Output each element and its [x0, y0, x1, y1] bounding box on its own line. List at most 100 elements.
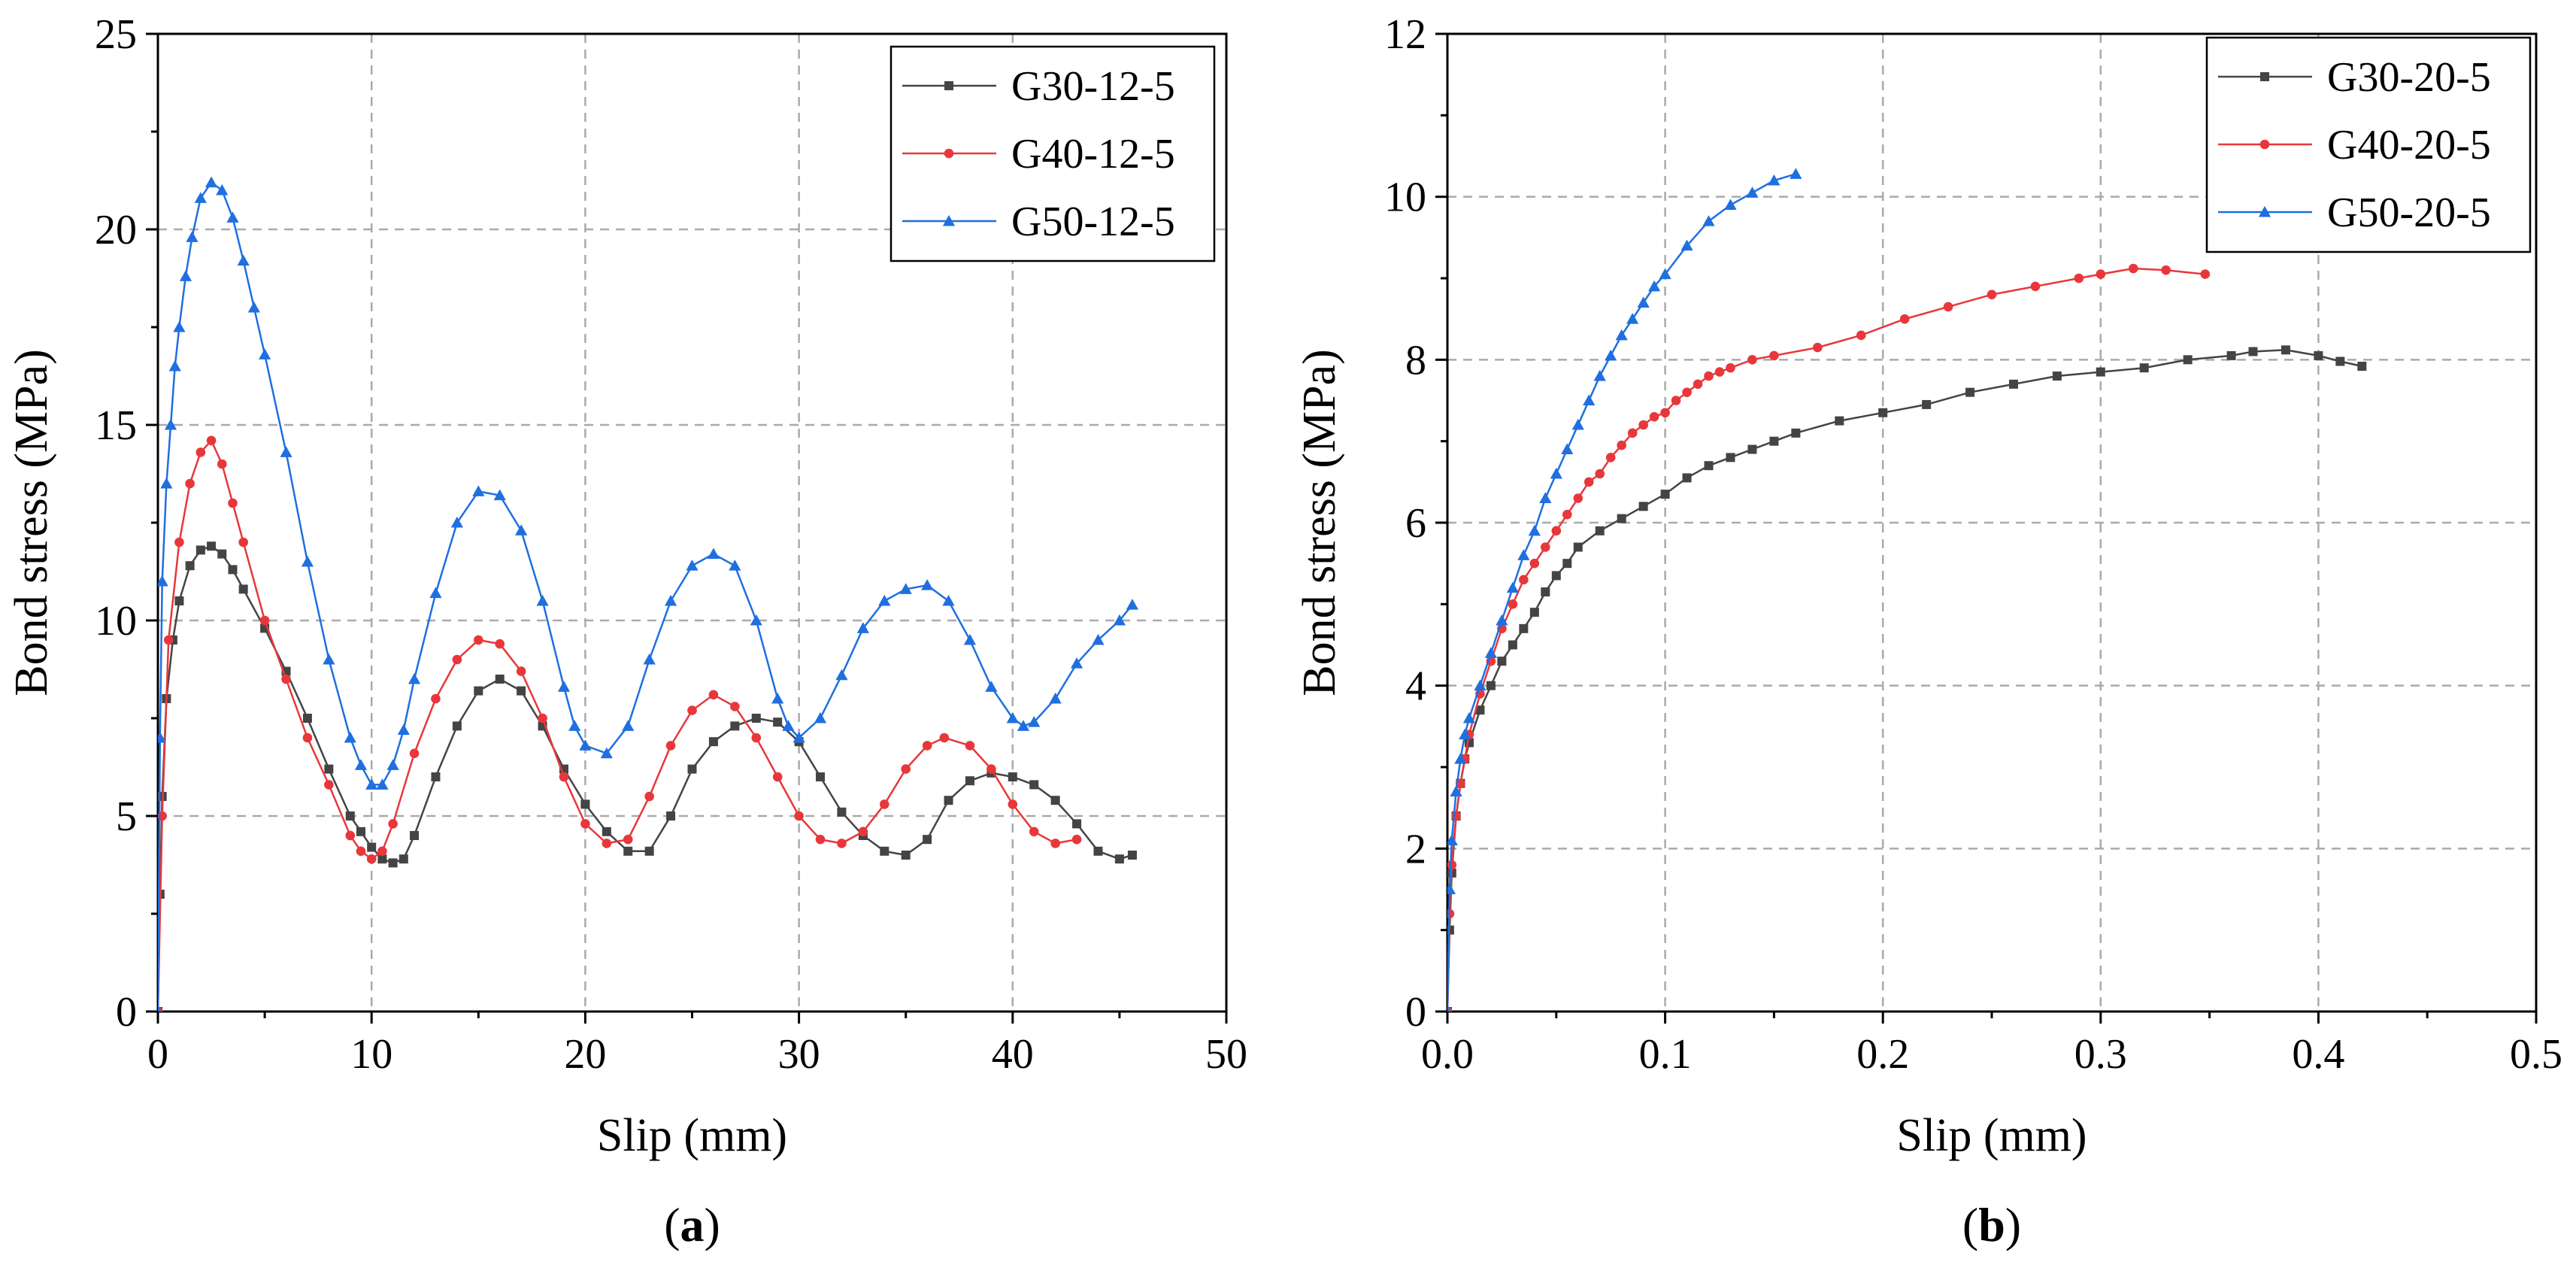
- data-point: [985, 681, 998, 692]
- data-point: [195, 447, 206, 457]
- data-point: [856, 622, 869, 633]
- y-tick-label: 0: [1405, 989, 1426, 1036]
- data-point: [163, 635, 174, 645]
- data-point: [1541, 587, 1550, 597]
- legend-item: G30-20-5: [2218, 54, 2491, 101]
- data-point: [1627, 428, 1638, 438]
- data-point: [194, 192, 207, 203]
- data-point: [665, 741, 676, 751]
- legend-marker: [942, 214, 956, 226]
- series-line: [158, 544, 1133, 1012]
- data-point: [1529, 558, 1540, 569]
- data-point: [397, 723, 410, 736]
- data-point: [280, 446, 292, 457]
- data-point: [2008, 379, 2018, 389]
- legend-label: G30-20-5: [2327, 54, 2491, 101]
- data-point: [899, 583, 912, 594]
- data-point: [158, 1005, 162, 1012]
- y-tick-label: 8: [1405, 337, 1426, 384]
- data-point: [1008, 799, 1018, 809]
- data-point: [1856, 330, 1866, 341]
- data-point: [376, 778, 389, 790]
- data-point: [1638, 420, 1648, 430]
- legend-item: G50-12-5: [902, 199, 1175, 245]
- series-line: [1447, 173, 1796, 1012]
- data-point: [388, 819, 398, 829]
- data-point: [450, 516, 463, 528]
- data-point: [922, 741, 932, 751]
- data-point: [939, 733, 950, 743]
- data-point: [965, 741, 975, 751]
- data-point: [238, 584, 248, 594]
- legend-marker: [2260, 72, 2269, 81]
- y-axis-title: Bond stress (MPa): [6, 349, 57, 696]
- legend: G30-20-5 G40-20-5 G50-20-5: [2205, 36, 2532, 253]
- data-point: [1605, 349, 1617, 361]
- data-point: [431, 693, 441, 704]
- data-point: [2248, 347, 2258, 356]
- x-tick-label: 40: [992, 1031, 1034, 1078]
- data-point: [1790, 168, 1802, 179]
- legend-item: G40-20-5: [2218, 122, 2491, 168]
- data-point: [1660, 408, 1670, 418]
- data-point: [1447, 883, 1456, 894]
- legend: G30-12-5 G40-12-5 G50-12-5: [889, 45, 1216, 262]
- y-tick-label: 10: [1384, 174, 1426, 221]
- data-point: [1637, 296, 1650, 308]
- data-point: [1049, 692, 1062, 704]
- data-point: [1475, 705, 1485, 715]
- data-point: [515, 524, 528, 535]
- data-point: [782, 720, 795, 731]
- data-point: [837, 807, 847, 817]
- series-line: [158, 180, 1133, 1012]
- data-point: [1943, 302, 1953, 312]
- data-point: [472, 485, 485, 496]
- data-point: [174, 537, 184, 548]
- data-point: [944, 796, 953, 805]
- legend-marker: [2259, 139, 2270, 150]
- data-point: [1583, 394, 1596, 405]
- data-point: [1660, 490, 1670, 499]
- data-point: [207, 541, 217, 551]
- data-point: [228, 498, 238, 508]
- data-point: [1029, 827, 1039, 837]
- data-point: [557, 681, 571, 692]
- data-point: [1459, 728, 1471, 740]
- data-point: [1508, 599, 1518, 609]
- data-point: [429, 587, 442, 599]
- data-point: [1517, 549, 1530, 560]
- x-axis-title: Slip (mm): [1896, 1110, 2087, 1161]
- data-point: [580, 799, 590, 809]
- data-point: [538, 713, 547, 723]
- data-point: [730, 702, 740, 711]
- y-tick-label: 5: [116, 793, 137, 840]
- data-point: [1702, 215, 1715, 226]
- data-point: [259, 615, 270, 626]
- data-point: [837, 839, 847, 848]
- data-point: [168, 359, 181, 372]
- data-point: [1528, 524, 1541, 536]
- data-point: [580, 819, 590, 829]
- chart-panel-a: 0 10 20 30 40 50 0 5 10 15 20 25 Slip (mm) Bond stres…: [6, 11, 1247, 1251]
- data-point: [815, 834, 826, 845]
- data-point: [158, 731, 166, 743]
- data-point: [1714, 367, 1725, 377]
- legend-label: G50-20-5: [2327, 190, 2491, 236]
- data-point: [2314, 350, 2323, 360]
- data-point: [772, 772, 783, 782]
- data-point: [1550, 467, 1562, 479]
- data-point: [1519, 575, 1529, 585]
- data-point: [323, 653, 335, 665]
- data-point: [1070, 657, 1083, 669]
- data-point: [687, 764, 697, 774]
- data-point: [2335, 356, 2345, 366]
- data-point: [1648, 280, 1661, 292]
- data-point: [237, 254, 250, 266]
- data-point: [228, 565, 238, 575]
- data-point: [205, 176, 218, 188]
- data-point: [536, 594, 549, 606]
- data-point: [2128, 263, 2138, 274]
- data-point: [1626, 313, 1639, 324]
- data-point: [2200, 269, 2211, 279]
- data-point: [302, 714, 312, 723]
